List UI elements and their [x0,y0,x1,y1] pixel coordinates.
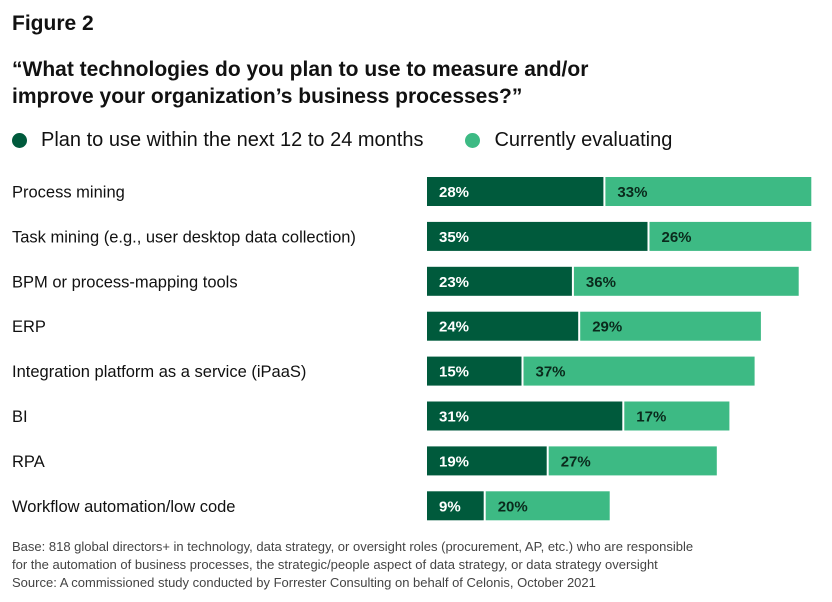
data-label-plan: 24% [439,319,469,336]
bar-chart: Process mining 28% 33% Task mining (e.g., u… [12,177,812,521]
bar-evaluating [605,177,812,206]
data-label-evaluating: 33% [617,184,647,201]
data-label-evaluating: 20% [498,498,528,515]
category-label: Task mining (e.g., user desktop data col… [12,228,356,246]
data-label-evaluating: 29% [592,319,622,336]
chart-title-line: “What technologies do you plan to use to… [12,58,589,81]
category-label: Integration platform as a service (iPaaS… [12,363,306,381]
legend-label-evaluating: Currently evaluating [494,129,673,151]
data-label-evaluating: 36% [586,274,616,291]
bar-evaluating [649,221,812,251]
legend-item-evaluating: Currently evaluating [465,129,672,152]
bar-plan [427,177,604,206]
footnote-base-line: Base: 818 global directors+ in technolog… [12,539,694,554]
data-label-evaluating: 27% [561,453,591,470]
bar-plan [427,446,547,476]
bar-plan [427,311,579,341]
bar-evaluating [548,446,717,476]
data-label-evaluating: 37% [536,364,566,381]
bar-evaluating [485,491,610,521]
data-label-plan: 15% [439,364,469,381]
data-label-plan: 35% [439,229,469,246]
category-label: ERP [12,318,46,336]
bar-plan [427,266,572,296]
legend-label-plan: Plan to use within the next 12 to 24 mon… [41,129,424,151]
legend-item-plan: Plan to use within the next 12 to 24 mon… [12,129,423,152]
category-label: Process mining [12,184,125,202]
bar-plan [427,221,648,251]
bar-evaluating [573,266,799,296]
chart-footnote: Base: 818 global directors+ in technolog… [12,538,822,592]
data-label-plan: 19% [439,453,469,470]
chart-legend: Plan to use within the next 12 to 24 mon… [12,129,714,152]
data-label-evaluating: 26% [662,229,692,246]
legend-swatch-plan [12,133,27,148]
category-label: RPA [12,453,45,471]
bar-plan [427,356,522,386]
data-label-plan: 31% [439,409,469,426]
category-label: BPM or process-mapping tools [12,273,238,291]
bar-evaluating [580,311,761,341]
bar-plan [427,491,484,521]
bar-evaluating [523,356,755,386]
data-label-plan: 23% [439,274,469,291]
chart-title-line: improve your organization’s business pro… [12,85,523,108]
footnote-source-line: Source: A commissioned study conducted b… [12,575,596,590]
legend-swatch-evaluating [465,133,481,148]
footnote-base-line: for the automation of business processes… [12,557,658,572]
category-label: BI [12,408,28,426]
bar-plan [427,401,623,431]
figure-label: Figure 2 [12,12,94,35]
bar-evaluating [624,401,730,431]
data-label-evaluating: 17% [636,409,666,426]
category-label: Workflow automation/low code [12,498,235,516]
data-label-plan: 28% [439,184,469,201]
chart-title: “What technologies do you plan to use to… [12,56,812,110]
data-label-plan: 9% [439,498,461,515]
